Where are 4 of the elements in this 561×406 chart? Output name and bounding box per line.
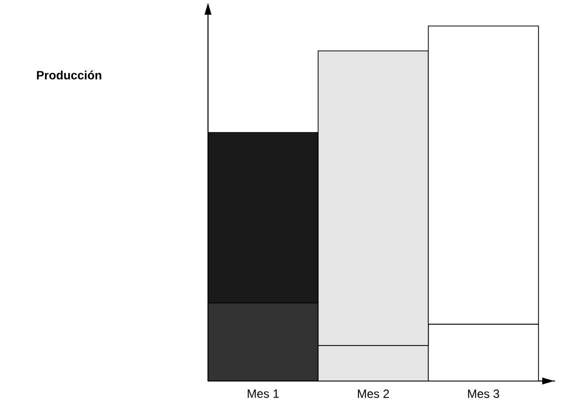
x-tick-label: Mes 1 <box>248 390 279 398</box>
x-tick-label: Mes 2 <box>358 390 389 398</box>
x-tick-label: Mes 3 <box>468 390 500 398</box>
text: Producción <box>36 70 102 80</box>
